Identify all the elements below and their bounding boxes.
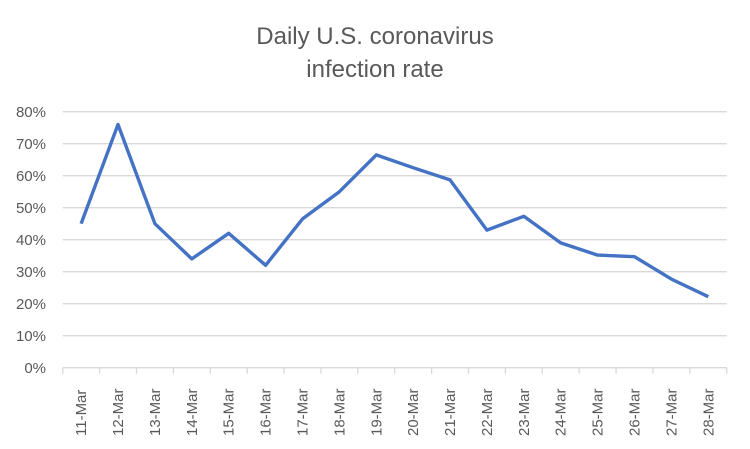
y-tick-label: 40% [16,232,46,249]
y-tick-label: 20% [16,296,46,313]
x-tick-label: 25-Mar [590,388,607,436]
x-tick-label: 26-Mar [626,388,643,436]
y-tick-label: 10% [16,328,46,345]
x-tick-label: 23-Mar [516,388,533,436]
x-tick-label: 11-Mar [73,390,90,436]
x-tick-label: 19-Mar [368,388,385,436]
chart-title-line-2: infection rate [306,56,444,83]
chart-title: Daily U.S. coronavirus infection rate [0,20,750,86]
y-tick-label: 0% [24,360,46,377]
x-tick-label: 21-Mar [442,388,459,436]
chart-title-line-1: Daily U.S. coronavirus [256,23,494,50]
x-tick-label: 13-Mar [147,388,164,436]
x-tick-label: 28-Mar [700,388,717,436]
x-tick-label: 16-Mar [258,388,275,436]
series-group [79,122,710,299]
x-tick-label: 18-Mar [331,388,348,436]
y-tick-label: 70% [16,136,46,153]
x-tick-label: 20-Mar [405,388,422,436]
x-tick-label: 22-Mar [479,388,496,436]
y-tick-label: 60% [16,168,46,185]
x-tick-label: 24-Mar [553,388,570,436]
x-tick-label: 15-Mar [221,388,238,436]
x-axis: 11-Mar 12-Mar 13-Mar 14-Mar 15-Mar 16-Mar 17-M… [62,367,728,436]
y-tick-label: 80% [16,104,46,121]
y-tick-label: 30% [16,264,46,281]
gridlines [62,111,727,337]
x-tick-label: 14-Mar [184,388,201,436]
y-axis: 0% 10% 20% 30% 40% 50% 60% 70% 80% [16,104,46,377]
x-tick-label: 27-Mar [663,388,680,436]
x-tick-label: 12-Mar [110,388,127,436]
y-tick-label: 50% [16,200,46,217]
series-line [79,122,710,299]
x-tick-label: 17-Mar [294,388,311,436]
